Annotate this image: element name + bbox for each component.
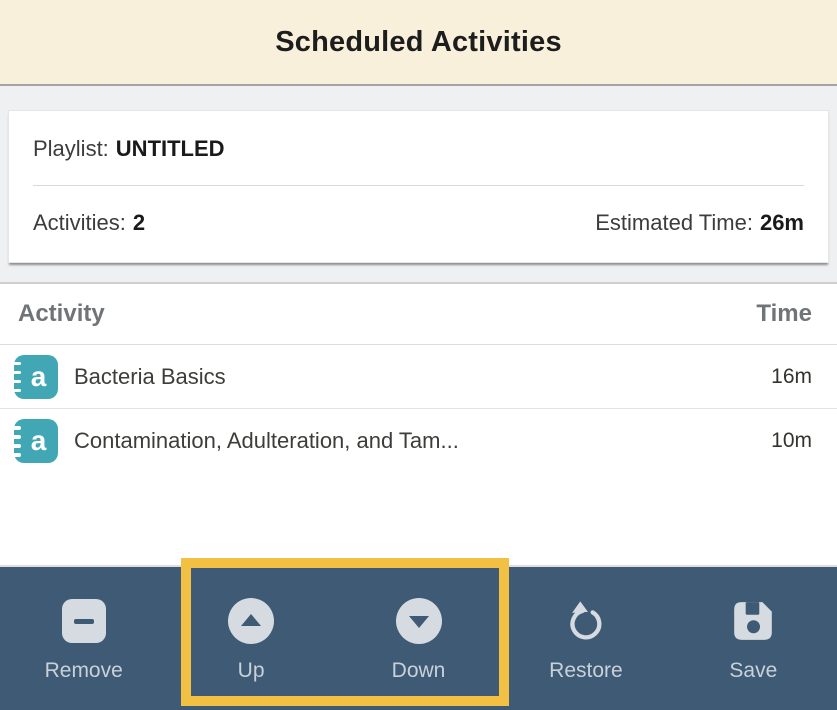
activities-count: 2: [132, 210, 146, 235]
activity-row[interactable]: a Contamination, Adulteration, and Tam..…: [0, 409, 837, 473]
save-button[interactable]: Save: [670, 567, 837, 710]
playlist-name: UNTITLED: [115, 136, 225, 161]
estimated-time-line: Estimated Time: 26m: [595, 210, 804, 236]
remove-button[interactable]: Remove: [0, 567, 167, 710]
playlist-line: Playlist: UNTITLED: [33, 136, 804, 162]
column-header-time: Time: [756, 300, 812, 327]
notebook-notch: [12, 388, 21, 392]
activity-title: Bacteria Basics: [74, 363, 226, 389]
activity-time: 16m: [771, 364, 812, 388]
activities-count-line: Activities: 2: [33, 210, 145, 236]
activity-icon-letter: a: [30, 360, 47, 392]
column-header-activity: Activity: [18, 300, 105, 327]
notebook-notch: [12, 444, 21, 448]
playlist-summary-card: Playlist: UNTITLED Activities: 2 Estimated…: [8, 110, 829, 263]
activity-a-icon: a: [12, 354, 58, 399]
arrow-down-circle-icon: [395, 598, 442, 644]
activity-time: 10m: [771, 429, 812, 452]
estimated-time-label: Estimated Time:: [595, 210, 753, 235]
notebook-notch: [12, 426, 21, 430]
down-button[interactable]: Down: [335, 567, 502, 710]
table-header: Activity Time: [0, 284, 837, 345]
minus-square-icon: [61, 598, 107, 644]
restore-button-label: Restore: [549, 659, 623, 682]
activity-icon-letter: a: [30, 425, 47, 456]
activity-row[interactable]: a Bacteria Basics 16m: [0, 345, 837, 409]
panel-header: Scheduled Activities: [0, 0, 837, 86]
activities-label: Activities:: [33, 210, 126, 235]
save-button-label: Save: [729, 659, 778, 682]
up-button-label: Up: [237, 659, 265, 682]
restore-button[interactable]: Restore: [502, 567, 669, 710]
activity-a-icon: a: [12, 419, 58, 463]
notebook-notch: [12, 370, 21, 374]
summary-stats-row: Activities: 2 Estimated Time: 26m: [33, 210, 804, 236]
notebook-notch: [12, 435, 21, 439]
bottom-toolbar: Remove Up Down Restore: [0, 565, 837, 710]
page-title: Scheduled Activities: [275, 25, 562, 58]
arrow-up-circle-icon: [228, 598, 275, 644]
down-button-label: Down: [391, 659, 446, 682]
activity-title: Contamination, Adulteration, and Tam...: [74, 428, 459, 453]
card-divider: [33, 185, 804, 186]
floppy-disk-icon: [730, 598, 776, 644]
up-button[interactable]: Up: [167, 567, 334, 710]
remove-button-label: Remove: [44, 659, 123, 682]
playlist-label: Playlist:: [33, 136, 109, 161]
notebook-notch: [12, 379, 21, 383]
notebook-notch: [12, 361, 21, 365]
notebook-notch: [12, 453, 21, 457]
playlist-summary-section: Playlist: UNTITLED Activities: 2 Estimated…: [0, 86, 837, 284]
undo-icon: [563, 598, 609, 644]
estimated-time-value: 26m: [759, 210, 804, 235]
